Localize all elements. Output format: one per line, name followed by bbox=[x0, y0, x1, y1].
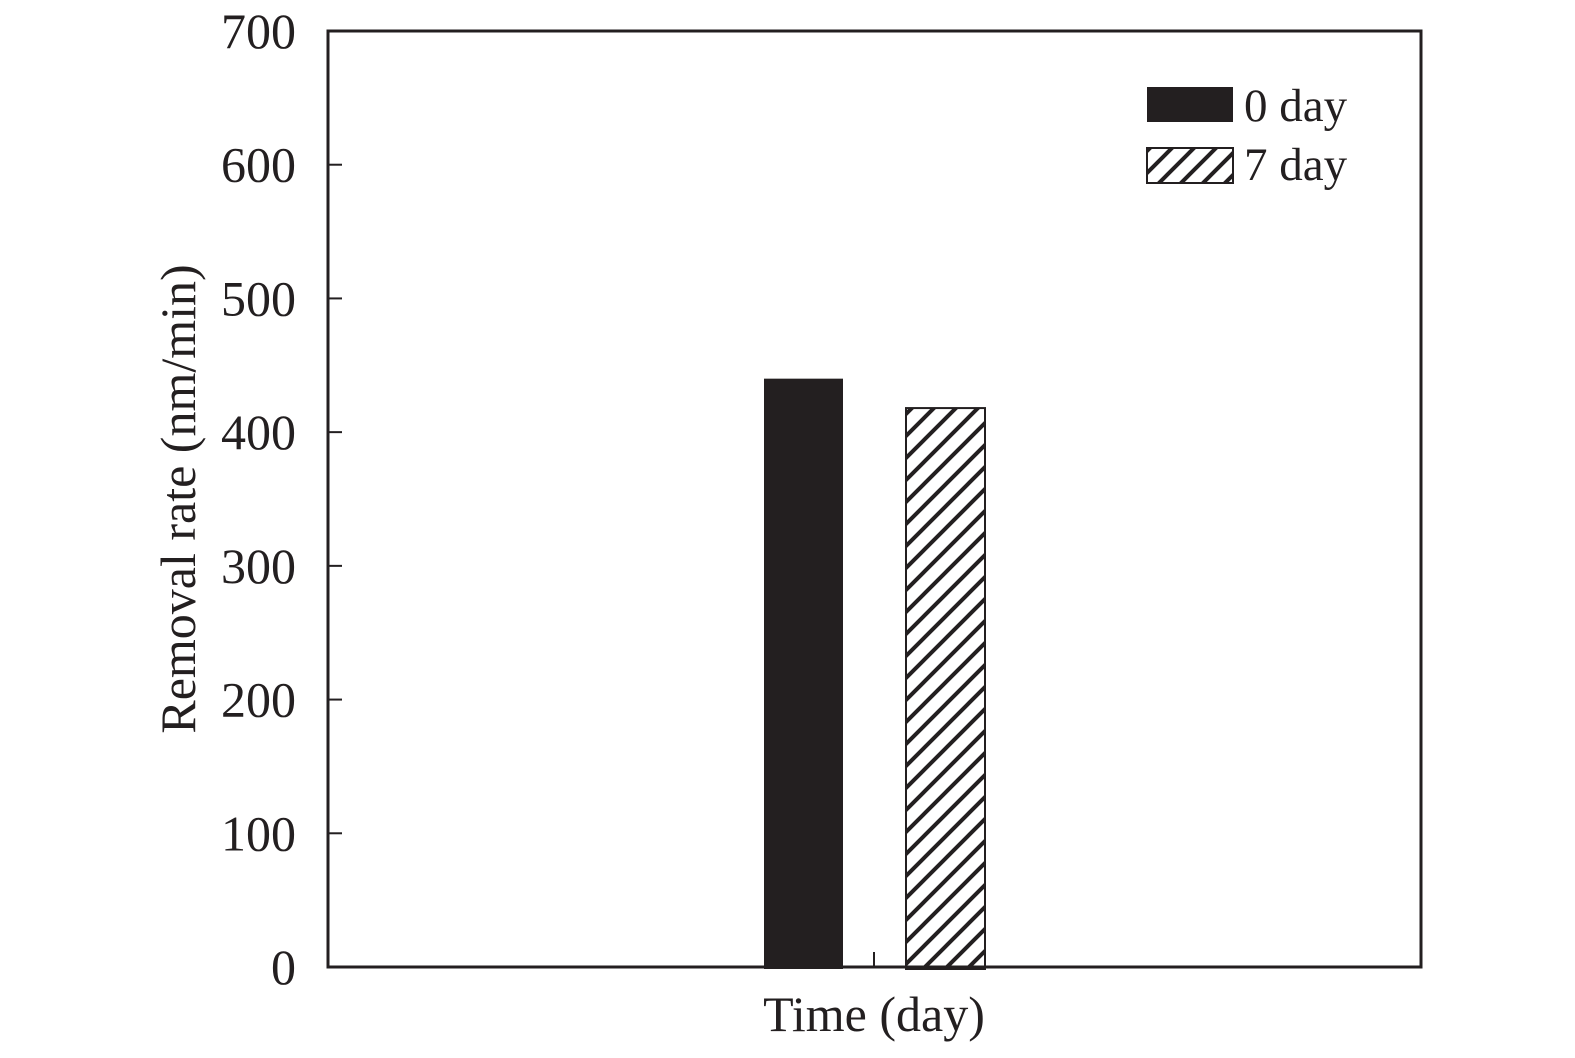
legend-swatch-7-day bbox=[1146, 147, 1234, 184]
legend-label-7-day: 7 day bbox=[1244, 139, 1348, 191]
y-axis-label: Removal rate (nm/min) bbox=[150, 264, 206, 733]
bar-7-day bbox=[905, 407, 986, 970]
y-tick-label: 400 bbox=[221, 404, 296, 460]
bar-0-day bbox=[764, 378, 843, 970]
y-tick-label: 600 bbox=[221, 137, 296, 193]
legend-swatch-0-day bbox=[1147, 87, 1233, 122]
y-tick-label: 700 bbox=[221, 3, 296, 59]
y-axis: 0 100 200 300 400 500 600 700 bbox=[221, 3, 342, 995]
y-tick-label: 500 bbox=[221, 270, 296, 326]
bars-layer bbox=[764, 378, 986, 970]
x-axis-label: Time (day) bbox=[763, 986, 985, 1042]
y-tick-label: 0 bbox=[271, 939, 296, 995]
y-tick-label: 300 bbox=[221, 538, 296, 594]
legend-label-0-day: 0 day bbox=[1244, 80, 1348, 132]
y-tick-label: 100 bbox=[221, 805, 296, 861]
y-tick-label: 200 bbox=[221, 672, 296, 728]
legend: 0 day 7 day bbox=[1146, 80, 1348, 191]
